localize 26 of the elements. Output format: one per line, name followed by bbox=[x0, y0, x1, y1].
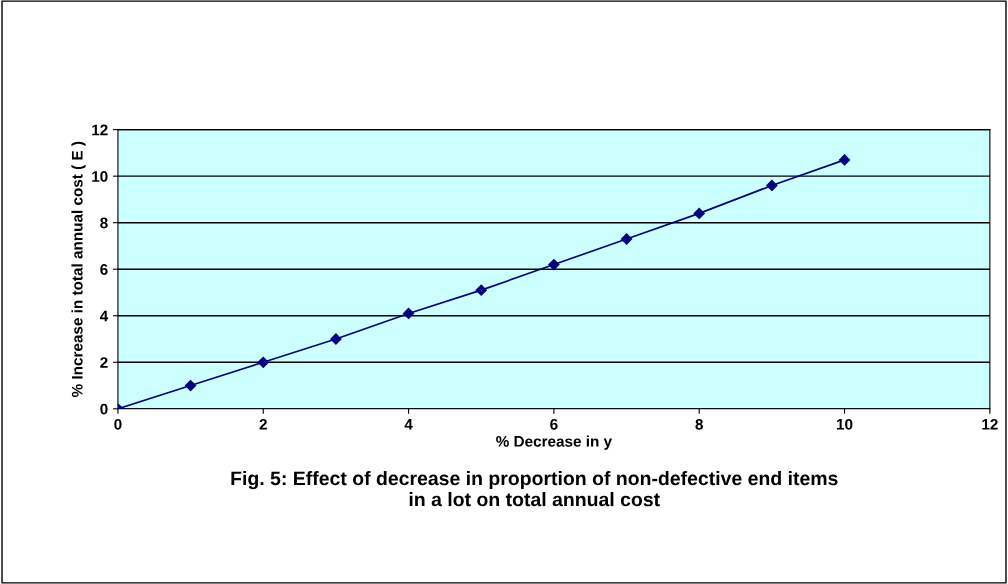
caption: Fig. 5: Effect of decrease in proportion of non-defective end items in a lot on total annual cost bbox=[231, 470, 838, 507]
point bbox=[402, 307, 415, 320]
y-tick-label: 2 bbox=[100, 357, 108, 368]
y-axis-title: % Increase in total annual cost ( E ) bbox=[71, 141, 86, 398]
x-tick-label: 8 bbox=[695, 418, 703, 430]
point bbox=[548, 258, 560, 271]
x-tick-label: 2 bbox=[259, 418, 267, 430]
point bbox=[184, 379, 197, 392]
point bbox=[475, 284, 487, 296]
point bbox=[766, 179, 778, 192]
point bbox=[620, 233, 633, 245]
y-tick-label: 0 bbox=[100, 403, 108, 415]
y-tick-label: 4 bbox=[99, 310, 109, 322]
x-tick-label: 6 bbox=[550, 418, 558, 430]
x-tick-label: 10 bbox=[837, 418, 853, 430]
y-tick-label: 6 bbox=[100, 264, 108, 275]
point bbox=[693, 207, 705, 219]
x-tick-label: 0 bbox=[114, 418, 122, 430]
point bbox=[838, 154, 851, 166]
point bbox=[257, 356, 269, 368]
x-tick-label: 12 bbox=[982, 418, 998, 430]
y-tick-label: 12 bbox=[92, 124, 108, 136]
x-tick-label: 4 bbox=[404, 419, 413, 430]
y-tick-label: 8 bbox=[100, 217, 108, 229]
y-tick-label: 10 bbox=[92, 171, 108, 182]
x-axis-title: % Decrease in y bbox=[496, 435, 612, 450]
